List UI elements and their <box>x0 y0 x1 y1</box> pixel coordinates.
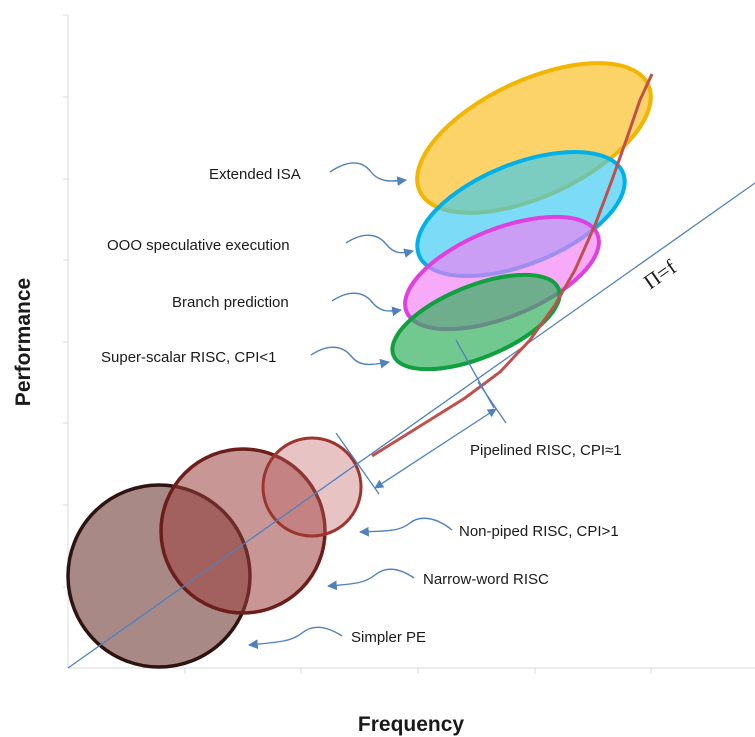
arrow-ooo <box>345 234 414 258</box>
y-axis-ticks <box>63 14 68 588</box>
y-axis-title: Performance <box>12 278 35 406</box>
arrow-extended-isa <box>329 162 407 186</box>
reference-line <box>67 182 755 669</box>
arrow-narrow <box>327 568 415 591</box>
label-pipelined: Pipelined RISC, CPI≈1 <box>470 442 622 459</box>
callout-arrows <box>248 162 453 650</box>
superscalar-ellipse <box>390 272 562 372</box>
performance-curve <box>371 73 654 458</box>
non-piped-circle <box>261 436 363 538</box>
label-extended-isa: Extended ISA <box>209 166 301 183</box>
label-simpler-pe: Simpler PE <box>351 629 426 646</box>
arrow-simpler <box>248 626 343 650</box>
pipelined-range-marker <box>335 339 507 495</box>
label-branch-prediction: Branch prediction <box>172 294 289 311</box>
x-axis-title: Frequency <box>358 713 465 736</box>
x-axis-ticks <box>184 668 652 674</box>
label-ooo: OOO speculative execution <box>107 237 290 254</box>
label-non-piped: Non-piped RISC, CPI>1 <box>459 523 619 540</box>
arrow-superscalar <box>310 346 390 369</box>
label-narrow-word: Narrow-word RISC <box>423 571 549 588</box>
narrow-word-circle <box>159 447 327 615</box>
arrow-nonpiped <box>359 517 453 537</box>
label-superscalar: Super-scalar RISC, CPI<1 <box>101 349 276 366</box>
arrow-branch <box>331 292 402 317</box>
